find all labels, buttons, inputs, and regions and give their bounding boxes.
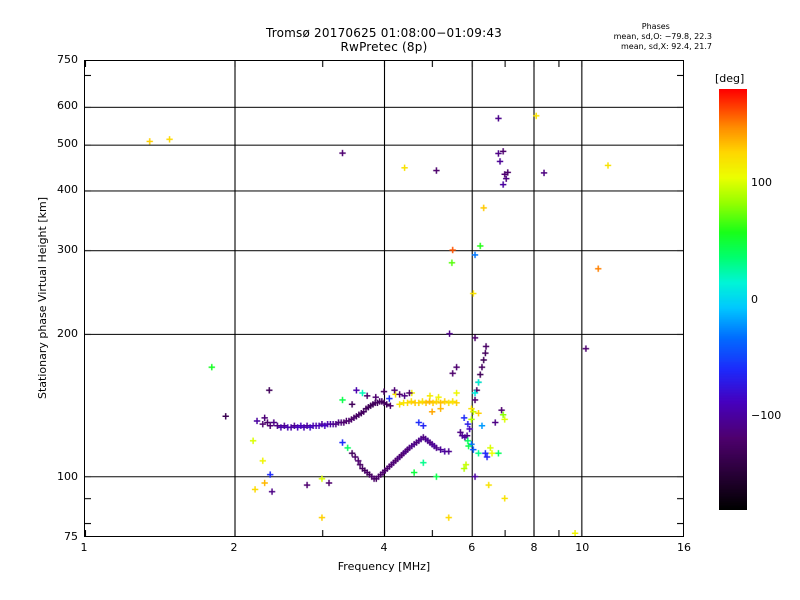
- x-tick-label: 1: [80, 541, 88, 554]
- x-tick-label: 2: [230, 541, 238, 554]
- chart-title-block: Tromsø 20170625 01:08:00−01:09:43 RwPret…: [84, 26, 684, 54]
- x-axis-label: Frequency [MHz]: [337, 560, 431, 573]
- y-tick-label: 100: [57, 470, 78, 484]
- phase-statistics: Phases mean, sd,O: −79.8, 22.3 mean, sd,…: [614, 22, 712, 52]
- y-tick-label: 400: [57, 183, 78, 197]
- x-tick-label: 4: [380, 541, 388, 554]
- x-tick-label: 6: [468, 541, 476, 554]
- colorbar-tick-label: −100: [751, 409, 782, 423]
- y-tick-label: 300: [57, 242, 78, 256]
- chart-subtitle: RwPretec (8p): [340, 40, 428, 54]
- stats-x-mode: mean, sd,X: 92.4, 21.7: [621, 42, 712, 51]
- y-axis-label: Stationary phase Virtual Height [km]: [36, 196, 49, 400]
- colorbar-gradient: [719, 89, 747, 510]
- y-tick-label: 600: [57, 99, 78, 113]
- colorbar: 100 0 −100: [719, 89, 781, 510]
- y-tick-label: 75: [64, 530, 78, 543]
- y-axis-label-wrap: Stationary phase Virtual Height [km]: [36, 197, 49, 449]
- y-tick-label: 500: [57, 136, 78, 150]
- colorbar-title: [deg]: [715, 72, 745, 85]
- stats-heading: Phases: [641, 22, 670, 31]
- page-title: Tromsø 20170625 01:08:00−01:09:43: [265, 26, 502, 40]
- colorbar-tick-label: 0: [751, 292, 758, 306]
- scatter-canvas: [85, 61, 683, 536]
- x-tick-label: 10: [575, 541, 590, 554]
- stats-o-mode: mean, sd,O: −79.8, 22.3: [613, 32, 712, 41]
- y-tick-label: 750: [57, 53, 78, 66]
- plot-area: [84, 60, 684, 537]
- x-tick-label: 8: [530, 541, 538, 554]
- colorbar-tick-label: 100: [751, 175, 772, 189]
- x-tick-label: 16: [677, 541, 691, 554]
- y-tick-label: 200: [57, 326, 78, 340]
